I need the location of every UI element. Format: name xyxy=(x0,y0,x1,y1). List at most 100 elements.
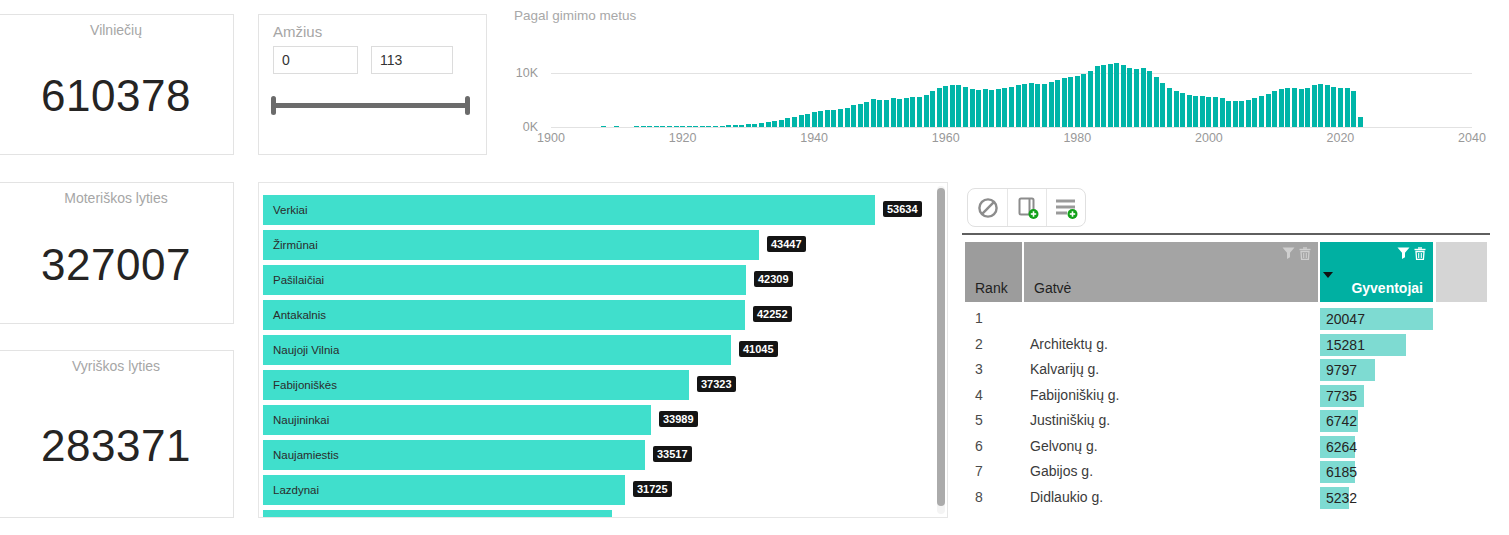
histogram-bar[interactable] xyxy=(726,125,731,127)
histogram-bar[interactable] xyxy=(766,122,771,127)
scrollbar-thumb[interactable] xyxy=(937,188,945,506)
filter-icon[interactable] xyxy=(1397,247,1410,260)
histogram-bar[interactable] xyxy=(910,97,915,127)
histogram-bar[interactable] xyxy=(970,89,975,127)
histogram-bar[interactable] xyxy=(1075,76,1080,127)
histogram-bar[interactable] xyxy=(1055,80,1060,127)
district-bar[interactable] xyxy=(263,510,612,518)
district-bar[interactable] xyxy=(263,265,746,295)
histogram-bar[interactable] xyxy=(1325,85,1330,127)
histogram-bar[interactable] xyxy=(752,124,757,128)
histogram-bar[interactable] xyxy=(1016,85,1021,127)
histogram-bar[interactable] xyxy=(1141,68,1146,127)
histogram-bar[interactable] xyxy=(1068,77,1073,127)
histogram-bar[interactable] xyxy=(917,97,922,127)
histogram-bar[interactable] xyxy=(877,100,882,128)
histogram-bar[interactable] xyxy=(772,121,777,127)
histogram-bar[interactable] xyxy=(845,108,850,127)
histogram-bar[interactable] xyxy=(1160,83,1165,127)
trash-icon[interactable] xyxy=(1414,247,1426,260)
histogram-bar[interactable] xyxy=(1042,84,1047,127)
histogram-bar[interactable] xyxy=(831,110,836,127)
histogram-bar[interactable] xyxy=(1200,96,1205,127)
histogram-bar[interactable] xyxy=(1062,78,1067,127)
histogram-bar[interactable] xyxy=(601,126,606,127)
table-row[interactable]: 7Gabijos g.6185 xyxy=(962,459,1490,485)
histogram-bar[interactable] xyxy=(746,124,751,127)
histogram-bar[interactable] xyxy=(680,126,685,127)
histogram-bar[interactable] xyxy=(674,126,679,127)
histogram-bar[interactable] xyxy=(687,126,692,127)
histogram-bar[interactable] xyxy=(1318,84,1323,127)
table-row[interactable]: 2Architektų g.15281 xyxy=(962,332,1490,358)
histogram-bar[interactable] xyxy=(1220,98,1225,127)
district-bar[interactable] xyxy=(263,195,875,225)
histogram-bar[interactable] xyxy=(1279,89,1284,127)
histogram-bar[interactable] xyxy=(1154,77,1159,127)
histogram-bar[interactable] xyxy=(1101,65,1106,127)
add-column-button[interactable] xyxy=(1007,189,1046,226)
histogram-bar[interactable] xyxy=(706,126,711,127)
histogram-bar[interactable] xyxy=(1305,88,1310,127)
table-row[interactable]: 5Justiniškių g.6742 xyxy=(962,408,1490,434)
histogram-bar[interactable] xyxy=(654,126,659,127)
histogram-bar[interactable] xyxy=(1029,83,1034,127)
add-row-button[interactable] xyxy=(1046,189,1085,226)
column-header-empty[interactable] xyxy=(1436,242,1487,302)
histogram-bar[interactable] xyxy=(950,85,955,127)
histogram-bar[interactable] xyxy=(720,126,725,127)
histogram-bar[interactable] xyxy=(1134,69,1139,127)
histogram-bar[interactable] xyxy=(897,99,902,127)
histogram-bar[interactable] xyxy=(1187,95,1192,127)
histogram-bar[interactable] xyxy=(1312,85,1317,127)
histogram-bar[interactable] xyxy=(1167,88,1172,127)
histogram-bar[interactable] xyxy=(614,126,619,127)
histogram-bar[interactable] xyxy=(825,110,830,127)
histogram-bar[interactable] xyxy=(785,118,790,127)
histogram-bar[interactable] xyxy=(963,87,968,127)
histogram-bar[interactable] xyxy=(1049,82,1054,127)
histogram-bar[interactable] xyxy=(1338,88,1343,127)
histogram-bar[interactable] xyxy=(1147,71,1152,127)
histogram-bar[interactable] xyxy=(851,105,856,127)
histogram-bar[interactable] xyxy=(1180,93,1185,127)
histogram-bar[interactable] xyxy=(930,91,935,127)
histogram-bar[interactable] xyxy=(1226,101,1231,128)
histogram-bar[interactable] xyxy=(838,109,843,127)
histogram-bar[interactable] xyxy=(976,90,981,127)
histogram-bar[interactable] xyxy=(1331,87,1336,128)
column-header-gyventojai[interactable]: Gyventojai xyxy=(1320,242,1433,302)
histogram-bar[interactable] xyxy=(1081,74,1086,127)
histogram-bar[interactable] xyxy=(1246,100,1251,127)
histogram-bar[interactable] xyxy=(1035,84,1040,127)
histogram-bar[interactable] xyxy=(1213,97,1218,127)
histogram-bar[interactable] xyxy=(660,126,665,127)
column-header-rank[interactable]: Rank xyxy=(965,242,1022,302)
age-max-input[interactable] xyxy=(371,46,453,74)
histogram-bar[interactable] xyxy=(1121,65,1126,127)
histogram-bar[interactable] xyxy=(799,115,804,127)
histogram-bar[interactable] xyxy=(818,111,823,127)
histogram-bar[interactable] xyxy=(1292,88,1297,127)
histogram-bar[interactable] xyxy=(1285,88,1290,127)
clear-selection-button[interactable] xyxy=(968,189,1007,226)
histogram-bar[interactable] xyxy=(1299,89,1304,127)
histogram-bar[interactable] xyxy=(1206,97,1211,127)
histogram-bar[interactable] xyxy=(647,126,652,127)
histogram-bar[interactable] xyxy=(891,98,896,127)
histogram-bar[interactable] xyxy=(733,125,738,127)
histogram-bar[interactable] xyxy=(884,100,889,127)
histogram-bar[interactable] xyxy=(759,123,764,127)
histogram-bar[interactable] xyxy=(864,102,869,127)
histogram-bar[interactable] xyxy=(1358,117,1363,127)
histogram-bar[interactable] xyxy=(713,126,718,127)
histogram-bar[interactable] xyxy=(1252,98,1257,127)
histogram-bar[interactable] xyxy=(779,120,784,127)
histogram-bar[interactable] xyxy=(871,99,876,127)
histogram-bar[interactable] xyxy=(812,112,817,127)
histogram-bar[interactable] xyxy=(1009,87,1014,128)
histogram-bar[interactable] xyxy=(956,85,961,127)
age-slider-handle-max[interactable] xyxy=(465,96,470,115)
table-row[interactable]: 120047 xyxy=(962,306,1490,332)
histogram-bar[interactable] xyxy=(805,114,810,128)
